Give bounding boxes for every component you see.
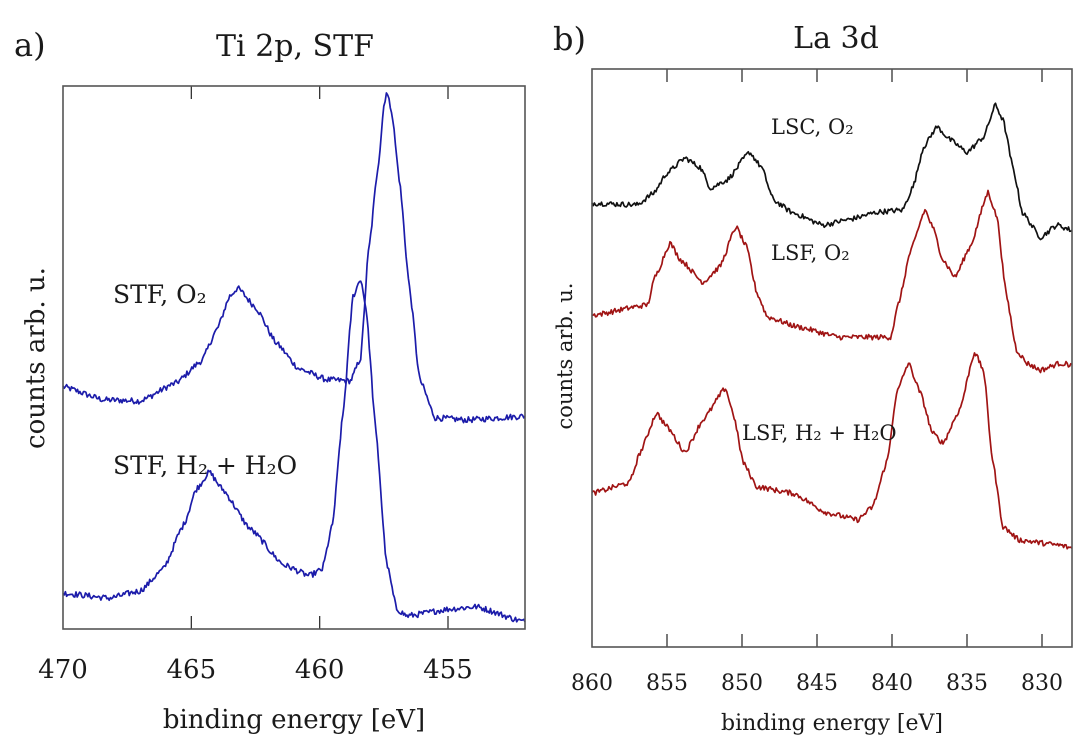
x-tick-label-460: 460 xyxy=(295,655,345,685)
series-line-la3d-2 xyxy=(591,352,1073,550)
panel-b-ticks: 860 855 850 845 840 835 830 xyxy=(571,69,1063,696)
x-tick-label-855: 855 xyxy=(646,671,688,696)
series-line-la3d-0 xyxy=(591,102,1073,241)
panel-a-title: Ti 2p, STF xyxy=(216,29,374,64)
panel-a-ti-2p: a) Ti 2p, STF binding energy [eV] counts… xyxy=(14,26,526,735)
panel-a-y-axis-label: counts arb. u. xyxy=(21,267,51,449)
x-tick-label-840: 840 xyxy=(871,671,913,696)
annotation-stf-h2-h2o: STF, H₂ + H₂O xyxy=(113,451,297,480)
panel-b-title: La 3d xyxy=(793,21,879,56)
series-line-ti2p-1 xyxy=(62,280,526,623)
x-tick-label-850: 850 xyxy=(721,671,763,696)
panel-a-x-axis-label: binding energy [eV] xyxy=(163,705,425,735)
panel-b-label: b) xyxy=(553,20,586,58)
x-tick-label-860: 860 xyxy=(571,671,613,696)
panel-a-ticks: 470 465 460 455 xyxy=(38,86,473,685)
panel-a-label: a) xyxy=(14,26,46,64)
series-line-ti2p-0 xyxy=(62,92,526,424)
annotation-lsf-h2-h2o: LSF, H₂ + H₂O xyxy=(742,421,897,445)
x-tick-label-845: 845 xyxy=(796,671,838,696)
series-line-la3d-1 xyxy=(592,189,1073,374)
x-tick-label-465: 465 xyxy=(167,655,217,685)
panel-a-curves xyxy=(62,92,526,623)
x-tick-label-470: 470 xyxy=(38,655,88,685)
x-tick-label-835: 835 xyxy=(946,671,988,696)
x-tick-label-830: 830 xyxy=(1021,671,1063,696)
annotation-stf-o2: STF, O₂ xyxy=(113,280,207,309)
panel-b-la-3d: b) La 3d binding energy [eV] counts arb.… xyxy=(553,20,1073,736)
x-tick-label-455: 455 xyxy=(423,655,473,685)
panel-b-y-axis-label: counts arb. u. xyxy=(553,283,577,430)
panel-b-x-axis-label: binding energy [eV] xyxy=(721,711,943,736)
panel-b-plot-frame xyxy=(591,68,1073,648)
panel-a-plot-frame xyxy=(62,85,526,630)
annotation-lsc-o2: LSC, O₂ xyxy=(771,115,854,139)
annotation-lsf-o2: LSF, O₂ xyxy=(771,241,850,265)
panel-b-curves xyxy=(591,102,1073,550)
